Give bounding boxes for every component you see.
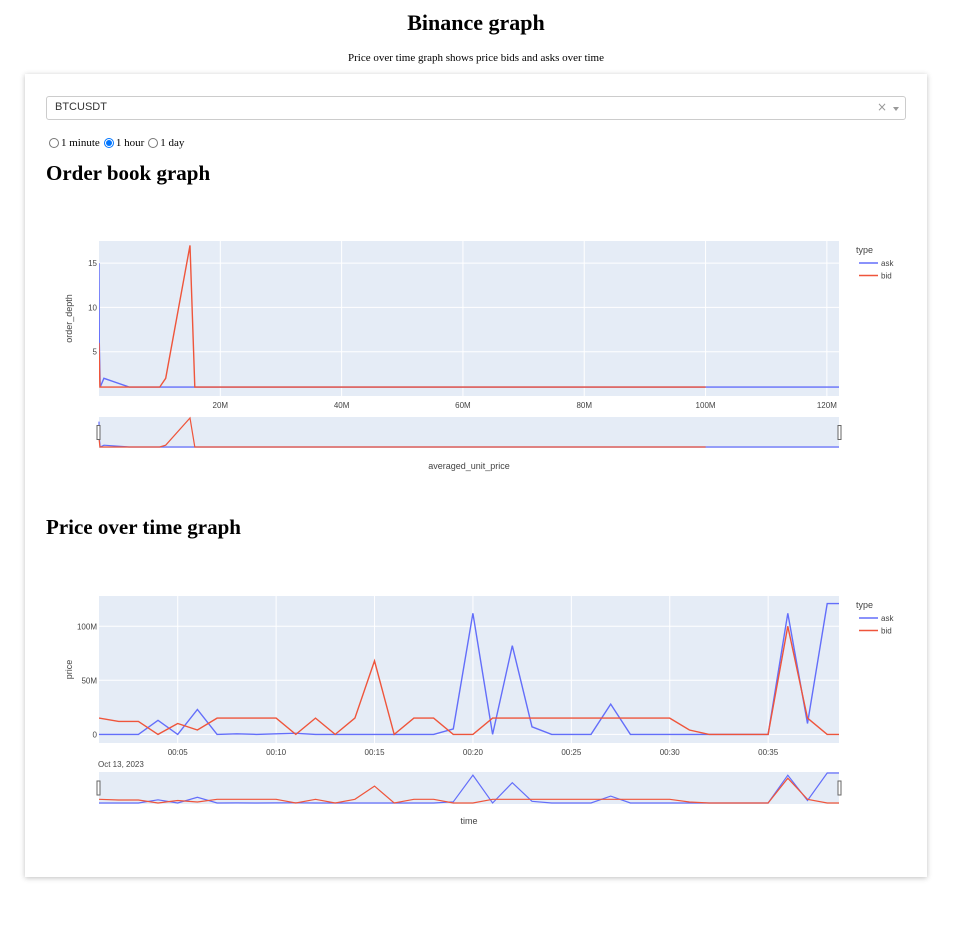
series-line-bid bbox=[99, 626, 839, 736]
legend-item-ask[interactable]: ask bbox=[859, 259, 894, 268]
legend-label-ask: ask bbox=[881, 614, 894, 623]
page-title: Binance graph bbox=[407, 10, 545, 35]
x-tick-label: 00:30 bbox=[660, 748, 681, 757]
y-tick-label: 10 bbox=[88, 303, 97, 312]
price-over-time-chart[interactable]: 00:05 00:10 00:15 00:20 00:25 00:30 00:35 0 50M 1… bbox=[25, 579, 927, 839]
symbol-dropdown[interactable]: BTCUSDT × bbox=[46, 96, 906, 120]
range-slider-background bbox=[99, 772, 839, 804]
x-tick-label: 00:15 bbox=[365, 748, 386, 757]
x-date-label: Oct 13, 2023 bbox=[98, 760, 144, 769]
legend-label-bid: bid bbox=[881, 272, 892, 281]
price-over-time-title: Price over time graph bbox=[46, 515, 241, 539]
legend-item-bid[interactable]: bid bbox=[859, 627, 892, 636]
interval-option-1-minute[interactable]: 1 minute bbox=[48, 137, 100, 149]
range-slider-handle-right[interactable] bbox=[837, 425, 842, 440]
interval-radio-1-day[interactable] bbox=[148, 138, 159, 148]
interval-label-1-hour: 1 hour bbox=[115, 137, 145, 149]
order-book-title: Order book graph bbox=[46, 161, 211, 185]
chevron-down-icon[interactable] bbox=[893, 107, 899, 111]
legend-item-ask[interactable]: ask bbox=[859, 614, 894, 623]
legend-title: type bbox=[856, 245, 873, 255]
range-slider-line-bid bbox=[98, 777, 839, 804]
x-tick-label: 100M bbox=[696, 401, 716, 410]
x-axis-title: time bbox=[460, 816, 477, 826]
x-tick-label: 80M bbox=[576, 401, 592, 410]
y-tick-label: 0 bbox=[93, 730, 98, 739]
interval-radio-group: 1 minute 1 hour 1 day bbox=[48, 137, 184, 149]
interval-radio-1-hour[interactable] bbox=[103, 138, 114, 148]
legend-title: type bbox=[856, 600, 873, 610]
y-axis-title: order_depth bbox=[64, 294, 74, 343]
x-tick-label: 00:10 bbox=[266, 748, 287, 757]
interval-option-1-hour[interactable]: 1 hour bbox=[103, 137, 144, 149]
series-line-bid bbox=[99, 245, 706, 388]
y-tick-label: 5 bbox=[93, 348, 98, 357]
legend-label-bid: bid bbox=[881, 627, 892, 636]
x-axis-title: averaged_unit_price bbox=[428, 461, 510, 471]
x-tick-label: 00:25 bbox=[561, 748, 582, 757]
interval-radio-1-minute[interactable] bbox=[49, 138, 59, 148]
x-tick-label: 40M bbox=[334, 401, 350, 410]
x-tick-label: 00:35 bbox=[758, 748, 779, 757]
dashboard-card: BTCUSDT × 1 minute 1 hour 1 day Order bo… bbox=[25, 74, 927, 877]
interval-label-1-day: 1 day bbox=[160, 137, 185, 149]
interval-option-1-day[interactable]: 1 day bbox=[147, 137, 184, 149]
legend-item-bid[interactable]: bid bbox=[859, 272, 892, 281]
clear-icon[interactable]: × bbox=[876, 100, 887, 114]
y-tick-label: 50M bbox=[81, 676, 97, 685]
x-tick-label: 120M bbox=[817, 401, 837, 410]
x-tick-label: 00:05 bbox=[168, 748, 189, 757]
range-slider-line-bid bbox=[98, 416, 706, 448]
y-tick-label: 15 bbox=[88, 259, 97, 268]
interval-label-1-minute: 1 minute bbox=[61, 137, 100, 149]
range-slider-background bbox=[99, 417, 839, 448]
x-tick-label: 00:20 bbox=[463, 748, 484, 757]
legend-label-ask: ask bbox=[881, 259, 894, 268]
order-book-chart[interactable]: 20M 40M 60M 80M 100M 120M 5 10 15 order_depthaver… bbox=[25, 224, 927, 484]
plot-background bbox=[99, 241, 839, 396]
page-subtitle: Price over time graph shows price bids a… bbox=[348, 52, 604, 64]
x-tick-label: 20M bbox=[213, 401, 229, 410]
range-slider-handle-left[interactable] bbox=[96, 780, 101, 796]
range-slider-handle-right[interactable] bbox=[837, 780, 842, 796]
symbol-dropdown-value: BTCUSDT bbox=[55, 101, 107, 113]
plot-background bbox=[99, 596, 839, 743]
x-tick-label: 60M bbox=[455, 401, 471, 410]
range-slider-handle-left[interactable] bbox=[96, 425, 101, 440]
y-axis-title: price bbox=[64, 660, 74, 680]
y-tick-label: 100M bbox=[77, 622, 97, 631]
